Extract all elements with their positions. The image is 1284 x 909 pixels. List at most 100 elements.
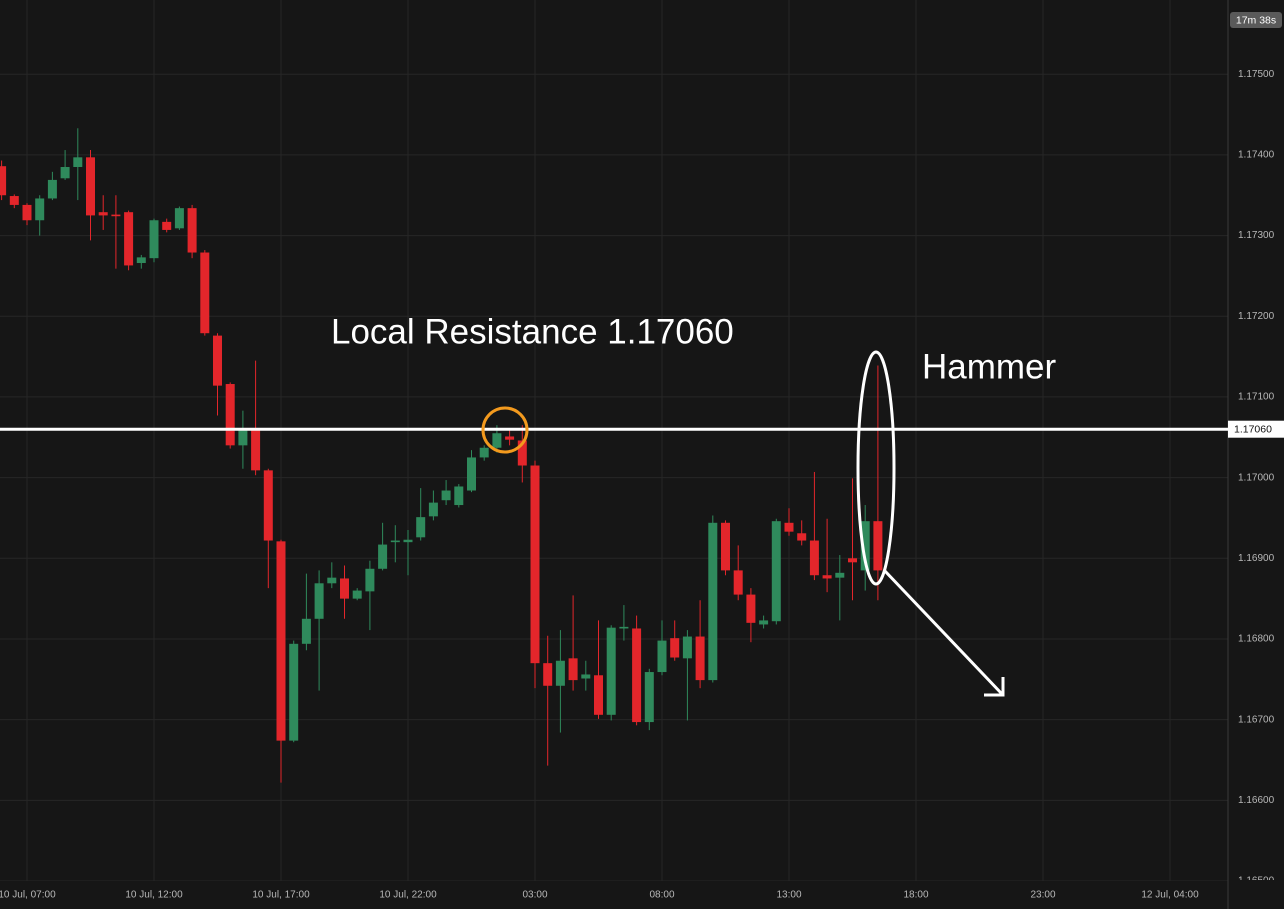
candle-body bbox=[289, 643, 299, 741]
y-tick-label: 1.16900 bbox=[1238, 553, 1275, 564]
candle-body bbox=[200, 252, 210, 334]
candle-body bbox=[174, 208, 184, 229]
candle-body bbox=[403, 539, 413, 543]
candle-body bbox=[771, 521, 781, 622]
resistance-annotation: Local Resistance 1.17060 bbox=[331, 312, 734, 351]
candle-body bbox=[873, 521, 883, 571]
candle-body bbox=[98, 212, 108, 216]
candle-body bbox=[416, 517, 426, 538]
x-tick-label: 10 Jul, 22:00 bbox=[379, 890, 437, 901]
annotations: Local Resistance 1.17060 Hammer bbox=[331, 312, 1057, 697]
candle-body bbox=[619, 626, 629, 629]
candle-body bbox=[187, 208, 197, 253]
candle-body bbox=[784, 522, 794, 532]
candle-body bbox=[543, 663, 553, 686]
x-tick-label: 13:00 bbox=[776, 890, 801, 901]
candle-body bbox=[263, 470, 273, 541]
candle-body bbox=[327, 577, 337, 584]
candle-body bbox=[708, 522, 718, 681]
candle-body bbox=[428, 502, 438, 517]
candle-body bbox=[492, 433, 502, 448]
y-tick-label: 1.17500 bbox=[1238, 69, 1275, 80]
x-tick-label: 08:00 bbox=[649, 890, 674, 901]
candle-body bbox=[835, 572, 845, 578]
candle-body bbox=[213, 335, 222, 386]
candle-body bbox=[594, 675, 603, 715]
y-tick-label: 1.16500 bbox=[1238, 876, 1275, 887]
candle-body bbox=[682, 636, 692, 659]
candle-body bbox=[301, 618, 311, 644]
candle-body bbox=[479, 447, 489, 458]
candle-body bbox=[568, 658, 578, 681]
candle-body bbox=[721, 522, 730, 571]
candle-body bbox=[390, 540, 400, 543]
x-tick-label: 10 Jul, 17:00 bbox=[252, 890, 310, 901]
candle-body bbox=[746, 594, 756, 623]
candle-body bbox=[632, 628, 642, 723]
price-tag-label: 1.17060 bbox=[1234, 423, 1272, 435]
candle-body bbox=[822, 575, 832, 579]
y-tick-label: 1.17300 bbox=[1238, 230, 1275, 241]
candle-body bbox=[149, 220, 159, 259]
candle-body bbox=[606, 627, 616, 715]
y-tick-label: 1.17000 bbox=[1238, 472, 1275, 483]
x-tick-label: 10 Jul, 07:00 bbox=[0, 890, 56, 901]
arrow-shaft bbox=[882, 568, 1004, 696]
candle-body bbox=[441, 490, 451, 501]
arrow-head bbox=[984, 677, 1005, 697]
x-tick-label: 12 Jul, 04:00 bbox=[1141, 890, 1199, 901]
hammer-annotation: Hammer bbox=[922, 347, 1057, 386]
y-tick-label: 1.17200 bbox=[1238, 311, 1275, 322]
candle-body bbox=[848, 558, 857, 563]
candle-body bbox=[136, 257, 146, 264]
candle-body bbox=[467, 457, 476, 491]
candle-body bbox=[35, 198, 45, 221]
y-tick-label: 1.17100 bbox=[1238, 392, 1275, 403]
candle-body bbox=[352, 590, 362, 599]
candle-body bbox=[695, 636, 705, 681]
x-tick-label: 23:00 bbox=[1030, 890, 1055, 901]
candles bbox=[0, 128, 883, 783]
candle-body bbox=[860, 521, 870, 571]
y-tick-label: 1.16600 bbox=[1238, 795, 1275, 806]
x-tick-label: 03:00 bbox=[522, 890, 547, 901]
y-axis: 1.16500 1.16600 1.16700 1.16800 1.16900 1.170… bbox=[1238, 69, 1275, 887]
candle-body bbox=[124, 212, 134, 266]
candle-body bbox=[73, 157, 83, 168]
y-tick-label: 1.17400 bbox=[1238, 150, 1275, 161]
candle-body bbox=[276, 541, 286, 741]
candle-body bbox=[340, 578, 349, 599]
candle-body bbox=[759, 620, 769, 625]
candle-body bbox=[365, 568, 375, 592]
timer-badge bbox=[1230, 12, 1282, 28]
x-tick-label: 10 Jul, 12:00 bbox=[125, 890, 183, 901]
candle-body bbox=[644, 672, 654, 723]
candle-body bbox=[555, 660, 565, 686]
y-tick-label: 1.16800 bbox=[1238, 634, 1275, 645]
candle-body bbox=[733, 570, 743, 595]
candle-body bbox=[47, 179, 57, 199]
candle-body bbox=[314, 583, 324, 619]
candle-body bbox=[797, 533, 807, 541]
candle-body bbox=[517, 440, 527, 466]
x-axis: 10 Jul, 07:00 10 Jul, 12:00 10 Jul, 17:00 1… bbox=[0, 890, 1199, 901]
candle-body bbox=[454, 486, 464, 506]
hammer-ellipse bbox=[856, 350, 896, 586]
candle-body bbox=[581, 674, 591, 679]
candle-body bbox=[530, 465, 540, 664]
candle-body bbox=[86, 157, 95, 216]
candle-body bbox=[809, 540, 819, 576]
candle-body bbox=[0, 166, 7, 196]
candle-body bbox=[60, 167, 70, 179]
candle-body bbox=[657, 640, 667, 673]
candle-body bbox=[9, 196, 19, 205]
candle-body bbox=[670, 638, 680, 658]
x-tick-label: 18:00 bbox=[903, 890, 928, 901]
price-tag bbox=[1228, 420, 1284, 438]
candle-body bbox=[251, 430, 261, 471]
candle-body bbox=[238, 430, 248, 446]
candle-body bbox=[22, 204, 32, 221]
